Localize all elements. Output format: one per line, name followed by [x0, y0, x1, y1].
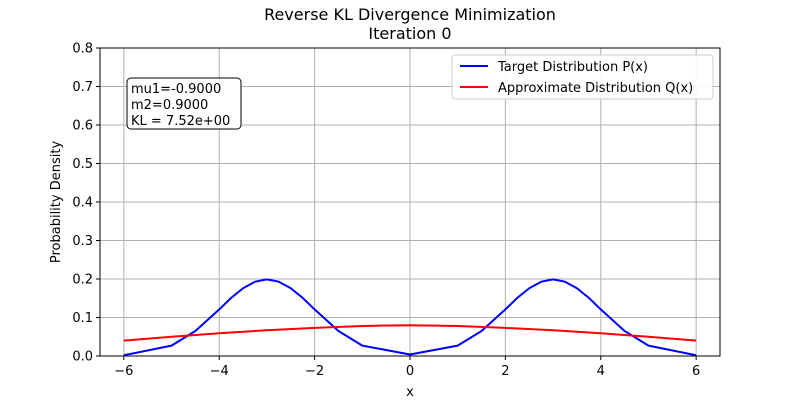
y-tick-label: 0.2 [72, 273, 93, 288]
x-tick-label: −4 [210, 364, 229, 379]
legend-frame [451, 54, 714, 100]
y-tick-label: 0.1 [72, 311, 93, 326]
y-tick-label: 0.8 [72, 42, 93, 57]
annotation-line-3: KL = 7.52e+00 [131, 114, 230, 129]
approximate-distribution-line [123, 324, 697, 342]
chart-title: Reverse KL Divergence Minimization [264, 5, 556, 24]
x-tick-label: 4 [597, 364, 605, 379]
x-tick-label: 6 [692, 364, 700, 379]
x-axis-label: x [406, 385, 414, 400]
y-tick-label: 0.7 [72, 80, 93, 95]
chart-subtitle: Iteration 0 [368, 24, 451, 43]
x-tick-label: 0 [406, 364, 414, 379]
annotation-line-2: m2=0.9000 [131, 98, 208, 113]
y-axis-label: Probability Density [49, 141, 64, 264]
plot-lines [123, 278, 697, 357]
annotation-line-1: mu1=-0.9000 [131, 82, 221, 97]
target-distribution-line [123, 278, 697, 357]
legend: Target Distribution P(x) Approximate Dis… [451, 54, 714, 100]
annotation-box: mu1=-0.9000 m2=0.9000 KL = 7.52e+00 [126, 77, 242, 130]
y-tick-label: 0.3 [72, 234, 93, 249]
x-tick-label: −6 [114, 364, 133, 379]
x-tick-label: 2 [501, 364, 509, 379]
legend-label-target: Target Distribution P(x) [497, 60, 648, 75]
x-tick-label: −2 [305, 364, 324, 379]
annotation-frame [126, 77, 242, 130]
ticks: −6 −4 −2 0 2 4 6 0.0 0.1 0.2 0.3 0.4 0.5 0.6 0.7 0.8 [72, 42, 700, 380]
y-tick-label: 0.0 [72, 350, 93, 365]
y-tick-label: 0.6 [72, 119, 93, 134]
y-tick-label: 0.4 [72, 196, 93, 211]
y-tick-label: 0.5 [72, 157, 93, 172]
legend-label-approx: Approximate Distribution Q(x) [498, 81, 693, 96]
